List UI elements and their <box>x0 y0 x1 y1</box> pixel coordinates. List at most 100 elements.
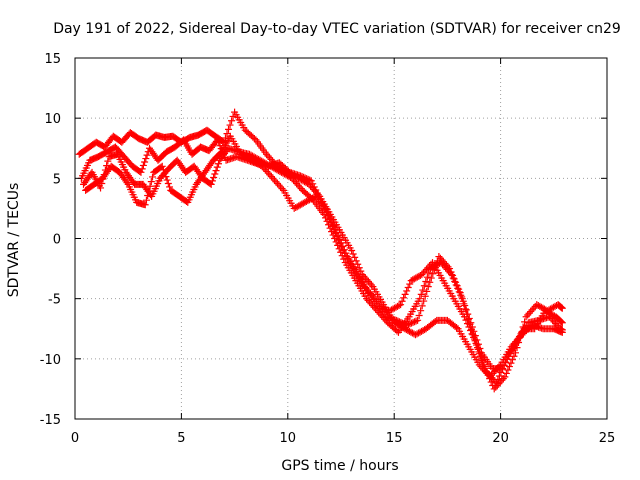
data-point-trail <box>530 304 538 312</box>
data-point-trail <box>412 274 420 282</box>
data-point-trail <box>318 199 326 207</box>
data-point-trail <box>335 245 343 253</box>
data-point-trail <box>264 169 272 177</box>
data-point-trail <box>404 326 412 334</box>
data-point-trail <box>251 158 259 166</box>
data-point-trail <box>389 305 397 313</box>
data-point-trail <box>294 181 302 189</box>
data-point <box>458 295 466 303</box>
data-point-trail <box>409 276 417 284</box>
data-point <box>543 307 551 315</box>
data-point-trail <box>393 327 401 335</box>
data-point-trail <box>210 173 218 181</box>
data-point-trail <box>265 161 273 169</box>
data-point-trail <box>425 262 433 270</box>
data-point-trail <box>446 269 454 277</box>
data-point-trail <box>245 155 253 163</box>
data-point-trail <box>415 272 423 280</box>
data-point-trail <box>321 214 329 222</box>
data-point-trail <box>411 318 419 326</box>
data-point-trail <box>332 238 340 246</box>
data-point-trail <box>418 302 426 310</box>
data-point <box>290 204 298 212</box>
data-point-trail <box>379 314 387 322</box>
data-point <box>407 277 415 285</box>
data-point <box>490 385 498 393</box>
data-point-trail <box>499 375 507 383</box>
data-point-trail <box>501 358 509 366</box>
data-point-trail <box>557 318 565 326</box>
data-point <box>158 162 166 170</box>
y-axis-label: SDTVAR / TECUs <box>6 183 22 298</box>
data-point-trail <box>264 152 272 160</box>
data-point <box>320 210 328 218</box>
data-point <box>267 162 275 170</box>
data-point <box>207 180 215 188</box>
y-tick-label: -15 <box>40 413 61 428</box>
data-point-trail <box>500 362 508 370</box>
data-point-trail <box>502 369 510 377</box>
data-point-trail <box>321 203 329 211</box>
y-tick-label: 15 <box>44 52 61 67</box>
data-point-trail <box>418 327 426 335</box>
data-point-trail <box>549 316 557 324</box>
data-point-trail <box>123 179 131 187</box>
data-point-trail <box>337 239 345 247</box>
data-point <box>448 271 456 279</box>
data-point-trail <box>376 310 384 318</box>
data-point-trail <box>298 200 306 208</box>
data-point-trail <box>334 232 342 240</box>
chart-title: Day 191 of 2022, Sidereal Day-to-day VTE… <box>53 21 621 37</box>
data-point-trail <box>382 317 390 325</box>
data-point-trail <box>264 161 272 169</box>
data-point-trail <box>429 270 437 278</box>
data-point-trail <box>413 273 421 281</box>
data-point-trail <box>537 303 545 311</box>
data-point-trail <box>268 163 276 171</box>
data-point-trail <box>302 198 310 206</box>
x-axis-label: GPS time / hours <box>281 458 398 474</box>
data-point <box>392 316 400 324</box>
data-point-trail <box>422 277 430 285</box>
data-point-trail <box>337 248 345 256</box>
data-point-trail <box>313 194 321 202</box>
data-point-trail <box>395 318 403 326</box>
data-point-trail <box>507 359 515 367</box>
data-point-trail <box>454 284 462 292</box>
data-point-trail <box>361 274 369 282</box>
data-point-trail <box>146 182 154 190</box>
data-point-trail <box>392 303 400 311</box>
data-point-trail <box>270 164 278 172</box>
data-point-trail <box>451 277 459 285</box>
data-point-trail <box>413 330 421 338</box>
data-point-trail <box>442 264 450 272</box>
data-point-trail <box>271 165 279 173</box>
data-point-trail <box>457 291 465 299</box>
data-point-trail <box>246 155 254 163</box>
grid <box>75 58 607 419</box>
data-point-trail <box>278 185 286 193</box>
data-point-trail <box>470 335 478 343</box>
data-point-trail <box>326 224 334 232</box>
data-point-trail <box>211 170 219 178</box>
data-point <box>333 228 341 236</box>
data-point-trail <box>351 253 359 261</box>
data-point-trail <box>553 321 561 329</box>
data-point-trail <box>483 369 491 377</box>
y-tick-label: 5 <box>53 172 61 187</box>
data-point-trail <box>139 161 147 169</box>
data-point <box>386 307 394 315</box>
data-point-trail <box>468 330 476 338</box>
data-point-trail <box>435 259 443 267</box>
data-point-trail <box>283 172 291 180</box>
data-point-trail <box>452 281 460 289</box>
data-point-trail <box>505 363 513 371</box>
data-point-trail <box>508 356 516 364</box>
data-point-trail <box>497 369 505 377</box>
data-point-trail <box>398 297 406 305</box>
data-point-trail <box>349 250 357 258</box>
data-point-trail <box>327 215 335 223</box>
data-point-trail <box>547 314 555 322</box>
data-point-trail <box>427 260 435 268</box>
data-point <box>258 162 266 170</box>
